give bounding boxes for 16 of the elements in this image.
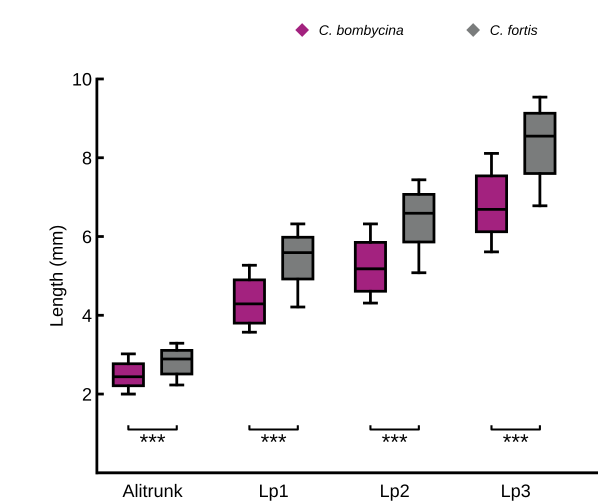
x-tick-label: Lp3 — [502, 484, 530, 501]
annotation: *** — [260, 434, 286, 442]
x-tick-label: Alitrunk — [122, 484, 183, 498]
y-tick-label: 10 — [73, 72, 92, 86]
y-tick-label: 8 — [82, 152, 92, 164]
y-tick-label: 6 — [82, 230, 92, 244]
legend-label: C. bombycina — [320, 24, 404, 38]
legend-label: C. fortis — [490, 24, 538, 36]
x-tick-label: Lp1 — [260, 484, 288, 501]
y-tick-label: 2 — [82, 388, 92, 401]
annotation: *** — [503, 434, 528, 442]
x-tick-label: Lp2 — [381, 484, 409, 501]
annotation: *** — [140, 434, 166, 442]
y-tick-label: 4 — [82, 309, 92, 322]
annotation: *** — [382, 434, 408, 442]
y-axis-title: Length (mm) — [50, 226, 66, 326]
